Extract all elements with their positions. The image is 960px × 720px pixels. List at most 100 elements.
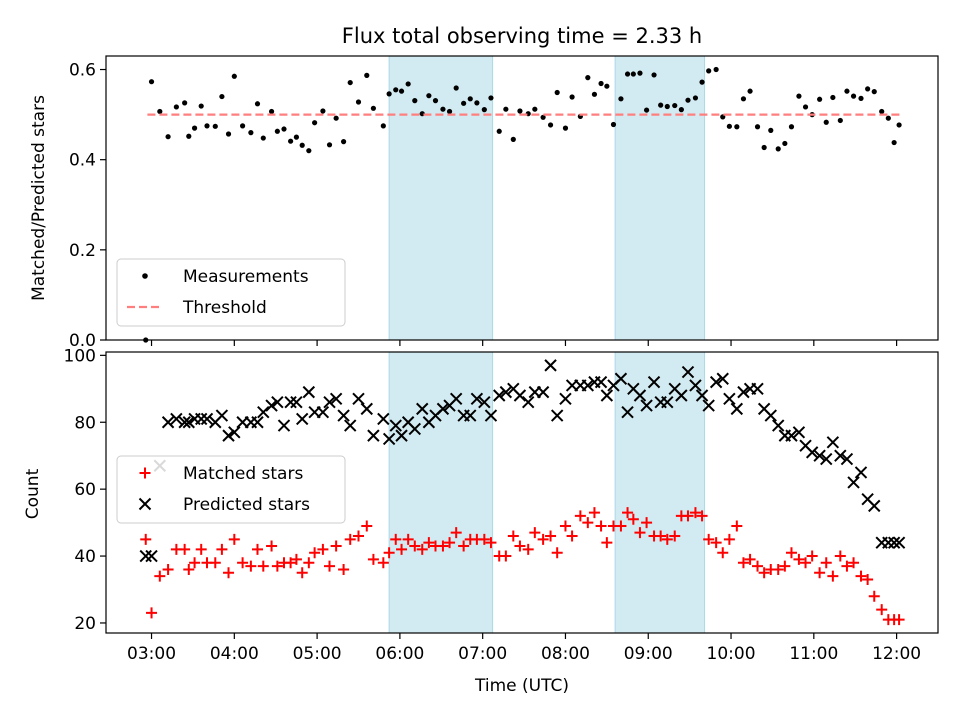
ratio-series-0-point-80 xyxy=(699,79,705,85)
count-x-tick-label-5: 08:00 xyxy=(541,644,590,664)
y-axis-label-ratio: Matched/Predicted stars xyxy=(29,95,49,301)
count-series-0-point-23 xyxy=(296,567,308,579)
count-x-tick-label-9: 12:00 xyxy=(872,644,921,664)
ratio-series-0-point-1 xyxy=(148,79,155,85)
count-series-1-point-68 xyxy=(614,372,628,385)
count-series-0-point-8 xyxy=(195,543,207,555)
ratio-series-0-point-52 xyxy=(503,106,509,112)
count-series-1-point-12 xyxy=(222,429,235,442)
count-series-1-point-27 xyxy=(323,395,336,409)
ratio-series-0-point-23 xyxy=(299,142,305,148)
count-series-1-point-105 xyxy=(868,499,881,513)
ratio-series-0-point-2 xyxy=(157,108,163,115)
count-series-0-point-97 xyxy=(814,567,826,579)
ratio-series-0-point-36 xyxy=(393,87,399,93)
count-series-1-point-65 xyxy=(594,375,608,389)
ratio-series-0-point-59 xyxy=(554,89,560,96)
count-series-1-point-3 xyxy=(161,416,175,429)
count-series-1-point-57 xyxy=(536,385,550,399)
ratio-series-0-point-61 xyxy=(569,94,575,100)
ratio-series-0-point-86 xyxy=(740,96,747,102)
ratio-series-0-point-108 xyxy=(891,139,897,146)
count-x-tick-label-3: 06:00 xyxy=(375,644,424,664)
count-series-0-point-102 xyxy=(848,557,860,569)
count-series-0-point-74 xyxy=(655,530,667,542)
ratio-series-0-point-78 xyxy=(685,97,691,103)
count-x-tick-label-8: 11:00 xyxy=(789,644,838,664)
count-series-1-point-94 xyxy=(792,426,806,439)
count-series-0-point-103 xyxy=(855,570,867,582)
ratio-series-0-point-48 xyxy=(474,100,480,106)
count-series-0-point-89 xyxy=(758,567,770,579)
count-series-1-point-22 xyxy=(290,395,303,409)
count-series-0-point-88 xyxy=(752,560,764,572)
count-series-0-point-99 xyxy=(827,570,839,582)
count-series-1-point-36 xyxy=(389,419,402,432)
count-series-1-point-33 xyxy=(367,429,380,442)
count-series-0-point-27 xyxy=(324,560,336,572)
ratio-series-0-point-106 xyxy=(879,108,885,115)
ratio-series-0-point-54 xyxy=(517,108,523,114)
count-series-1-point-109 xyxy=(892,536,906,549)
ratio-series-0-point-79 xyxy=(692,95,699,101)
count-series-1-point-55 xyxy=(522,395,535,409)
ratio-series-0-point-63 xyxy=(585,75,591,81)
ratio-series-0-point-22 xyxy=(293,134,300,140)
count-series-0-point-66 xyxy=(601,537,613,549)
ratio-series-0-point-17 xyxy=(260,135,266,141)
count-series-0-point-26 xyxy=(317,543,329,555)
count-legend-handle-0 xyxy=(139,467,151,479)
ratio-series-0-point-87 xyxy=(747,88,753,94)
ratio-series-0-point-98 xyxy=(823,119,829,125)
count-series-1-point-11 xyxy=(215,409,229,422)
ratio-series-0-point-107 xyxy=(885,115,891,121)
count-series-1-point-5 xyxy=(178,416,191,429)
count-series-0-point-104 xyxy=(862,573,874,585)
count-series-1-point-24 xyxy=(302,385,316,399)
count-series-0-point-10 xyxy=(209,557,221,569)
ratio-series-0-point-32 xyxy=(364,72,370,78)
count-series-0-point-7 xyxy=(189,557,201,569)
count-series-1-point-34 xyxy=(377,412,390,426)
ratio-legend-box xyxy=(116,258,346,327)
count-series-0-point-82 xyxy=(710,537,722,549)
count-x-tick-label-1: 04:00 xyxy=(210,644,259,664)
count-series-0-point-93 xyxy=(785,547,797,559)
count-series-0-point-80 xyxy=(696,510,708,522)
ratio-y-tick-label-2: 0.4 xyxy=(69,151,96,171)
ratio-series-0-point-33 xyxy=(370,105,376,111)
count-series-0-point-71 xyxy=(634,527,646,539)
ratio-series-0-point-6 xyxy=(186,133,192,139)
ratio-series-0-point-41 xyxy=(426,93,432,99)
ratio-series-0-point-90 xyxy=(768,127,774,133)
ratio-series-0-point-49 xyxy=(481,107,487,113)
ratio-series-0-point-28 xyxy=(333,115,339,121)
count-series-0-point-21 xyxy=(285,557,297,569)
count-series-1-point-66 xyxy=(600,389,614,402)
count-series-0-point-31 xyxy=(352,530,364,542)
count-series-0-point-30 xyxy=(344,533,356,545)
ratio-series-0-point-37 xyxy=(398,88,405,94)
ratio-series-0-point-18 xyxy=(268,108,275,115)
count-series-0-point-6 xyxy=(183,563,195,575)
count-series-1-point-8 xyxy=(194,412,208,426)
ratio-shaded-interval-1 xyxy=(614,55,706,341)
count-series-1-point-79 xyxy=(689,379,702,392)
count-series-0-point-59 xyxy=(551,547,563,559)
ratio-series-0-point-50 xyxy=(488,95,494,101)
count-series-1-point-97 xyxy=(813,449,826,462)
ratio-series-0-point-57 xyxy=(540,114,546,120)
ratio-series-0-point-39 xyxy=(412,98,418,104)
count-series-0-point-11 xyxy=(216,543,228,555)
count-series-0-point-2 xyxy=(154,570,166,582)
count-series-0-point-68 xyxy=(615,520,627,532)
count-series-0-point-14 xyxy=(237,557,249,569)
count-series-0-point-61 xyxy=(566,530,578,542)
ratio-series-0-point-67 xyxy=(610,121,617,128)
count-y-tick-label-3: 80 xyxy=(74,413,96,433)
count-series-1-point-69 xyxy=(621,406,634,419)
count-series-0-point-100 xyxy=(834,550,846,562)
count-series-0-point-25 xyxy=(309,547,321,559)
count-series-0-point-33 xyxy=(367,553,379,565)
